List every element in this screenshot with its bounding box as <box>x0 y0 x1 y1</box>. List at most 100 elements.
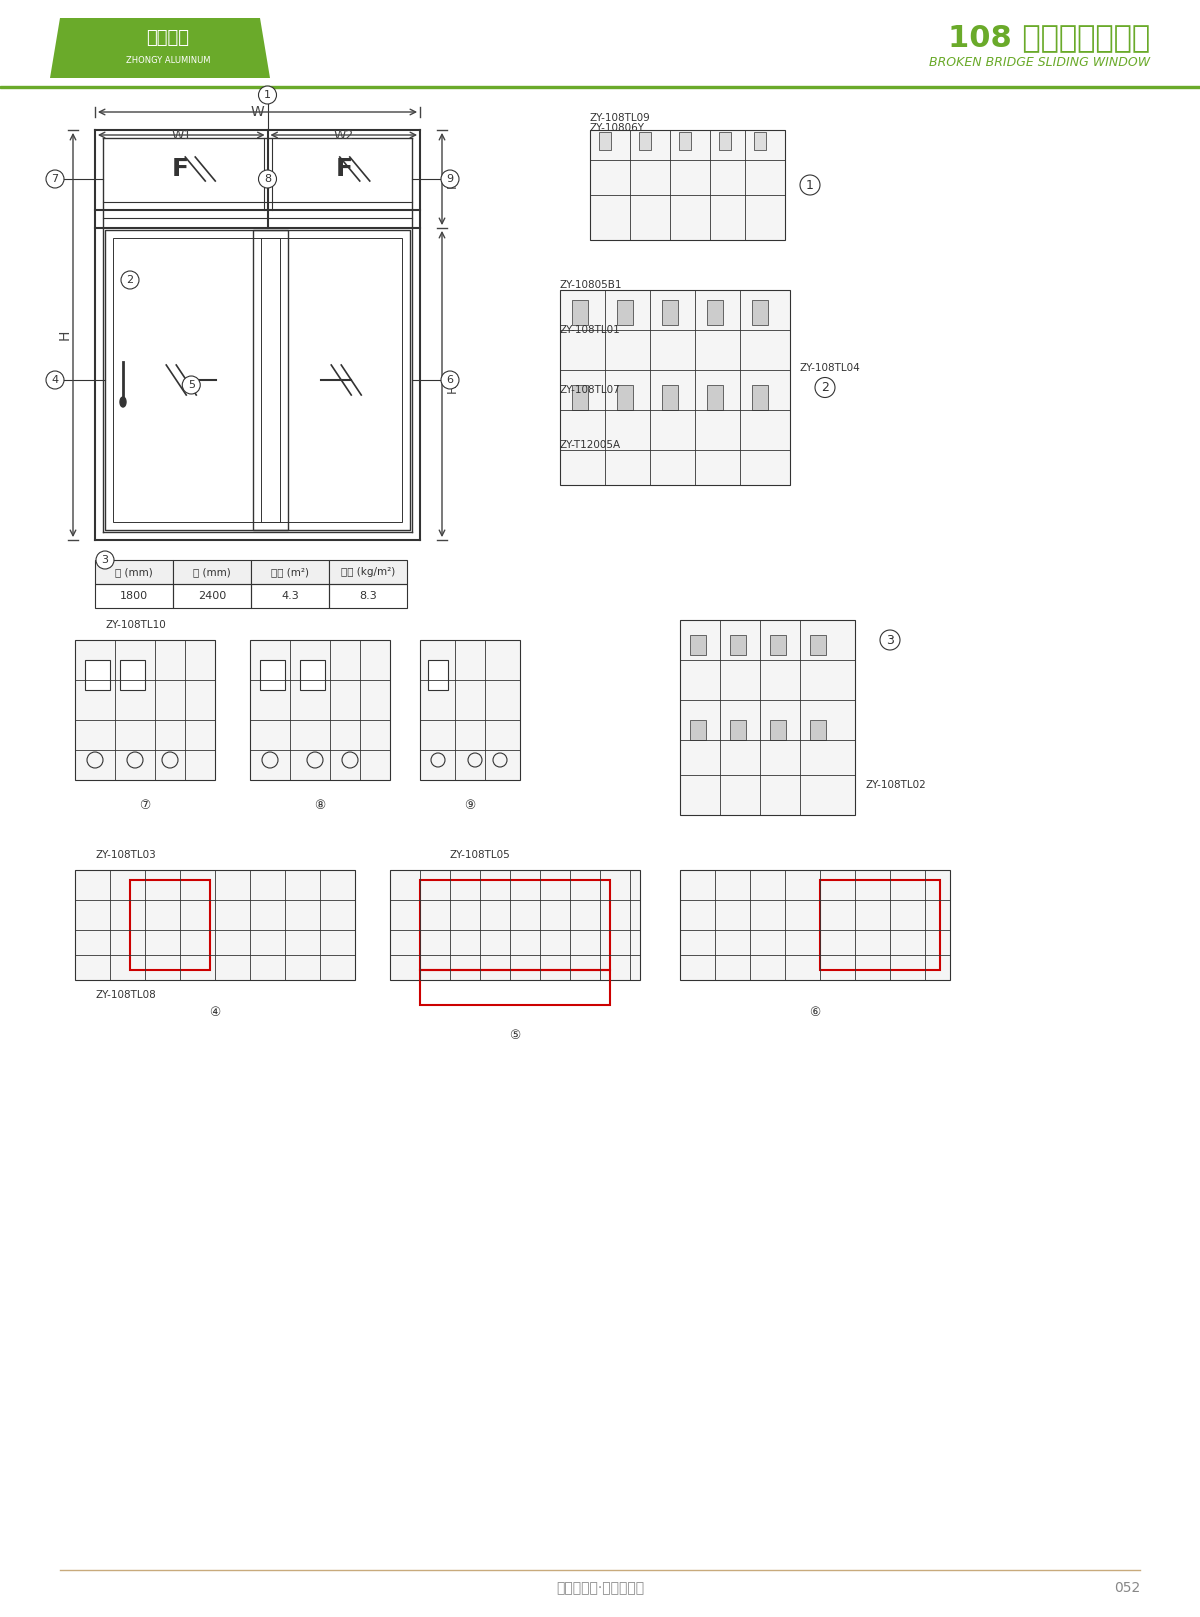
Bar <box>560 289 790 485</box>
Text: ZY-10806Y: ZY-10806Y <box>590 123 646 133</box>
Circle shape <box>442 370 458 390</box>
Bar <box>420 970 610 1006</box>
Polygon shape <box>50 18 270 78</box>
Bar <box>810 720 826 741</box>
Text: 高 (mm): 高 (mm) <box>193 568 230 577</box>
Text: 052: 052 <box>1114 1581 1140 1594</box>
Bar <box>260 238 402 522</box>
Bar <box>730 635 746 655</box>
Text: ZY-T12005A: ZY-T12005A <box>560 440 622 450</box>
Text: ⑧: ⑧ <box>314 799 325 812</box>
Bar <box>640 133 650 150</box>
Bar <box>617 385 634 411</box>
Text: 7: 7 <box>52 175 59 184</box>
Bar <box>590 129 785 239</box>
Circle shape <box>258 86 276 103</box>
Bar <box>0 86 1200 87</box>
Text: 3: 3 <box>102 555 108 564</box>
Bar <box>752 301 768 325</box>
Bar <box>770 720 786 741</box>
Text: 2: 2 <box>821 382 829 395</box>
Bar <box>599 133 611 150</box>
Text: 2: 2 <box>126 275 133 285</box>
Text: F: F <box>172 157 188 181</box>
Text: 3: 3 <box>886 634 894 647</box>
Bar <box>680 870 950 980</box>
Text: 用中亚型材·做高端门窗: 用中亚型材·做高端门窗 <box>556 1581 644 1594</box>
Bar <box>390 870 640 980</box>
Bar <box>572 385 588 411</box>
Text: 1: 1 <box>806 178 814 191</box>
Bar <box>754 133 766 150</box>
Text: 1800: 1800 <box>120 590 148 602</box>
Text: 1: 1 <box>264 91 271 100</box>
Text: ZY-108TL08: ZY-108TL08 <box>95 990 156 999</box>
Bar <box>329 584 407 608</box>
Text: ZY-108TL09: ZY-108TL09 <box>590 113 650 123</box>
Bar <box>679 133 691 150</box>
Text: 2400: 2400 <box>198 590 226 602</box>
Text: 108 三轨断桥推拉窗: 108 三轨断桥推拉窗 <box>948 24 1150 52</box>
Bar <box>251 584 329 608</box>
Text: ZY-108TL04: ZY-108TL04 <box>800 362 860 372</box>
Circle shape <box>258 170 276 188</box>
Text: 9: 9 <box>446 175 454 184</box>
Bar <box>420 880 610 970</box>
Bar <box>173 559 251 584</box>
Bar <box>617 301 634 325</box>
Bar <box>251 559 329 584</box>
Bar <box>690 720 706 741</box>
Circle shape <box>121 272 139 289</box>
Bar <box>252 230 410 530</box>
Text: W1: W1 <box>172 128 191 142</box>
Text: 6: 6 <box>446 375 454 385</box>
Text: ⑥: ⑥ <box>809 1006 821 1019</box>
Text: H: H <box>58 330 72 340</box>
Text: H1: H1 <box>445 170 458 188</box>
Bar <box>260 660 286 690</box>
Text: 面积 (m²): 面积 (m²) <box>271 568 310 577</box>
Text: H2: H2 <box>445 375 458 393</box>
Bar <box>95 584 173 608</box>
Text: ZY-10805B1: ZY-10805B1 <box>560 280 623 289</box>
Circle shape <box>800 175 820 196</box>
Text: ⑨: ⑨ <box>464 799 475 812</box>
Text: ZY-108TL10: ZY-108TL10 <box>106 619 166 631</box>
Text: 4: 4 <box>52 375 59 385</box>
Bar <box>130 880 210 970</box>
Bar <box>300 660 325 690</box>
Bar <box>662 385 678 411</box>
Text: 宽 (mm): 宽 (mm) <box>115 568 152 577</box>
Ellipse shape <box>120 398 126 407</box>
Bar <box>690 635 706 655</box>
Bar <box>707 385 722 411</box>
Text: BROKEN BRIDGE SLIDING WINDOW: BROKEN BRIDGE SLIDING WINDOW <box>929 55 1150 68</box>
Text: W2: W2 <box>334 128 354 142</box>
Bar <box>572 301 588 325</box>
Text: ⑤: ⑤ <box>509 1028 521 1041</box>
Circle shape <box>182 377 200 395</box>
Bar <box>85 660 110 690</box>
Text: 4.3: 4.3 <box>281 590 299 602</box>
Text: 8.3: 8.3 <box>359 590 377 602</box>
Bar <box>420 640 520 779</box>
Bar <box>74 640 215 779</box>
Bar <box>113 238 280 522</box>
Bar <box>173 584 251 608</box>
Text: F: F <box>336 157 353 181</box>
Text: 5: 5 <box>187 380 194 390</box>
Text: 公斤 (kg/m²): 公斤 (kg/m²) <box>341 568 395 577</box>
Bar <box>120 660 145 690</box>
Bar <box>428 660 448 690</box>
Bar <box>250 640 390 779</box>
Bar <box>329 559 407 584</box>
Text: ZY-108TL03: ZY-108TL03 <box>95 851 156 860</box>
Circle shape <box>815 377 835 398</box>
Circle shape <box>442 170 458 188</box>
Bar <box>810 635 826 655</box>
Circle shape <box>880 631 900 650</box>
Text: ZY-108TL05: ZY-108TL05 <box>450 851 511 860</box>
Circle shape <box>96 551 114 569</box>
Bar <box>106 230 288 530</box>
Circle shape <box>46 370 64 390</box>
